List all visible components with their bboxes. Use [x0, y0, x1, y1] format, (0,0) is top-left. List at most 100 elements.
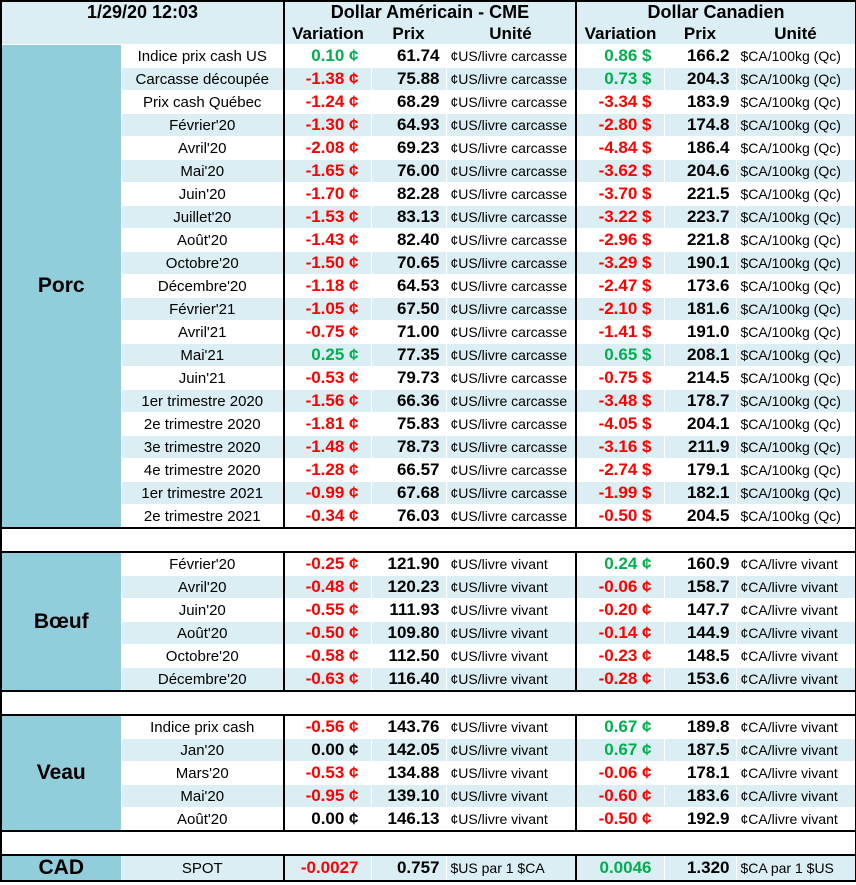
us-variation: -0.99 ¢ [283, 481, 372, 505]
us-price: 143.76 [370, 714, 447, 739]
row-label: Octobre'20 [120, 251, 285, 275]
section-name: Bœuf [0, 551, 122, 692]
us-unit: ¢US/livre carcasse [445, 228, 577, 252]
ca-unit: ¢CA/livre vivant [735, 575, 856, 599]
section-name: Porc [0, 44, 122, 529]
us-price: 64.93 [370, 113, 447, 137]
ca-variation: 0.0046 [575, 854, 665, 882]
ca-price: 1.320 [663, 854, 737, 882]
us-unit: ¢US/livre carcasse [445, 458, 577, 482]
us-unit: ¢US/livre carcasse [445, 205, 577, 229]
us-price: 82.28 [370, 182, 447, 206]
section-name: CAD [0, 854, 122, 882]
us-unit: ¢US/livre carcasse [445, 136, 577, 160]
us-price: 83.13 [370, 205, 447, 229]
ca-unit: $CA/100kg (Qc) [735, 274, 856, 298]
us-unit: ¢US/livre carcasse [445, 182, 577, 206]
ca-unit: $CA/100kg (Qc) [735, 504, 856, 529]
us-variation: -1.05 ¢ [283, 297, 372, 321]
us-variation: -0.53 ¢ [283, 761, 372, 785]
us-price: 109.80 [370, 621, 447, 645]
row-label: Août'20 [120, 228, 285, 252]
data-row: Mai'21 0.25 ¢ 77.35 ¢US/livre carcasse 0.65 … [1, 343, 856, 367]
ca-variation: -0.06 ¢ [575, 761, 665, 785]
us-price: 76.00 [370, 159, 447, 183]
column-header-row: Variation Prix Unité Variation Prix Unit… [1, 23, 856, 45]
ca-variation: -0.50 ¢ [575, 807, 665, 832]
ca-price: 204.1 [663, 412, 737, 436]
ca-variation: -3.70 $ [575, 182, 665, 206]
row-label: Indice prix cash US [120, 44, 285, 68]
us-price: 120.23 [370, 575, 447, 599]
data-row: Bœuf Février'20 -0.25 ¢ 121.90 ¢US/livre viv… [0, 551, 856, 692]
data-row: CAD SPOT -0.0027 0.757 $US par 1 $CA 0.0046 1.… [0, 854, 856, 882]
data-row: Avril'21 -0.75 ¢ 71.00 ¢US/livre carcasse -1… [1, 320, 856, 344]
us-price: 146.13 [370, 807, 447, 832]
ca-variation: -0.06 ¢ [575, 575, 665, 599]
row-label: 3e trimestre 2020 [120, 435, 285, 459]
data-row: Octobre'20 -1.50 ¢ 70.65 ¢US/livre carcasse… [1, 251, 856, 275]
us-title: Dollar Américain - CME [283, 1, 576, 23]
us-price: 112.50 [370, 644, 447, 668]
ca-variation: -3.34 $ [575, 90, 665, 114]
row-label: Prix cash Québec [120, 90, 285, 114]
us-unit: ¢US/livre vivant [445, 738, 577, 762]
us-unit: ¢US/livre carcasse [445, 44, 577, 68]
ca-variation: -4.84 $ [575, 136, 665, 160]
data-row: Août'20 -1.43 ¢ 82.40 ¢US/livre carcasse -2.… [1, 228, 856, 252]
us-unit: $US par 1 $CA [445, 854, 577, 882]
us-unit: ¢US/livre vivant [445, 644, 577, 668]
ca-price: 183.9 [663, 90, 737, 114]
ca-unit: ¢CA/livre vivant [735, 621, 856, 645]
row-label: Février'20 [120, 551, 285, 576]
ca-unit: ¢CA/livre vivant [735, 761, 856, 785]
ca-price: 204.3 [663, 67, 737, 91]
ca-unit: $CA/100kg (Qc) [735, 481, 856, 505]
column-header: Prix [371, 23, 446, 45]
us-variation: -1.38 ¢ [283, 67, 372, 91]
us-price: 76.03 [370, 504, 447, 529]
row-label: Décembre'20 [120, 274, 285, 298]
ca-price: 148.5 [663, 644, 737, 668]
row-label: Août'20 [120, 621, 285, 645]
ca-variation: -3.22 $ [575, 205, 665, 229]
data-row: 2e trimestre 2020 -1.81 ¢ 75.83 ¢US/livre c… [1, 412, 856, 436]
us-variation: -1.28 ¢ [283, 458, 372, 482]
timestamp: 1/29/20 12:03 [1, 1, 284, 23]
data-row: Mai'20 -0.95 ¢ 139.10 ¢US/livre vivant -0.60… [1, 784, 856, 808]
us-price: 71.00 [370, 320, 447, 344]
ca-variation: -2.47 $ [575, 274, 665, 298]
ca-price: 144.9 [663, 621, 737, 645]
ca-unit: $CA par 1 $US [735, 854, 856, 882]
row-label: 1er trimestre 2021 [120, 481, 285, 505]
data-row: 1er trimestre 2021 -0.99 ¢ 67.68 ¢US/livre … [1, 481, 856, 505]
ca-price: 204.5 [663, 504, 737, 529]
ca-unit: ¢CA/livre vivant [735, 598, 856, 622]
row-label: Mai'20 [120, 159, 285, 183]
us-unit: ¢US/livre vivant [445, 551, 577, 576]
us-variation: -0.0027 [283, 854, 372, 882]
us-unit: ¢US/livre vivant [445, 575, 577, 599]
ca-price: 187.5 [663, 738, 737, 762]
column-header: Unité [736, 23, 856, 45]
section-name: Veau [0, 714, 122, 832]
us-variation: -1.56 ¢ [283, 389, 372, 413]
us-price: 64.53 [370, 274, 447, 298]
ca-unit: $CA/100kg (Qc) [735, 228, 856, 252]
ca-price: 179.1 [663, 458, 737, 482]
ca-price: 183.6 [663, 784, 737, 808]
us-variation: -1.65 ¢ [283, 159, 372, 183]
column-header: Unité [446, 23, 576, 45]
us-price: 121.90 [370, 551, 447, 576]
column-header: Variation [575, 23, 664, 45]
data-row: Février'20 -1.30 ¢ 64.93 ¢US/livre carcasse… [1, 113, 856, 137]
ca-variation: -0.60 ¢ [575, 784, 665, 808]
header-row: 1/29/20 12:03 Dollar Américain - CME Dol… [1, 1, 856, 23]
us-price: 75.83 [370, 412, 447, 436]
us-variation: -0.75 ¢ [283, 320, 372, 344]
ca-unit: $CA/100kg (Qc) [735, 67, 856, 91]
ca-variation: -3.16 $ [575, 435, 665, 459]
us-price: 134.88 [370, 761, 447, 785]
